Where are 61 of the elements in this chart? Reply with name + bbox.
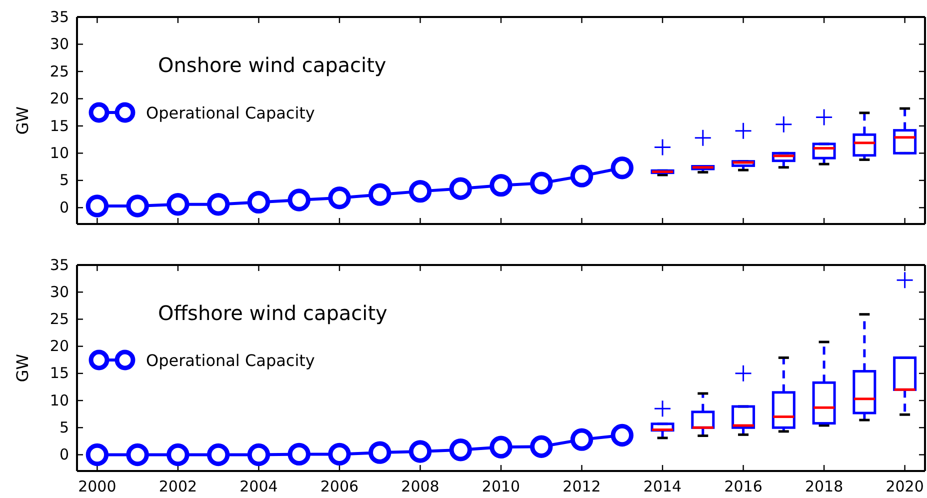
point [610, 424, 634, 447]
point [328, 442, 351, 466]
x-tick-label: 2006 [320, 478, 359, 496]
x-tick-label: 2018 [804, 478, 844, 496]
point [449, 177, 472, 200]
x-tick-label: 2020 [886, 478, 924, 496]
y-tick-label: 0 [59, 446, 69, 464]
point [328, 186, 351, 210]
point [530, 435, 553, 458]
point [206, 443, 230, 466]
x-tick-label: 2008 [401, 478, 440, 496]
point [570, 428, 594, 451]
point [206, 193, 230, 216]
point [126, 443, 149, 466]
y-axis-title: GW [13, 354, 32, 382]
point [570, 164, 594, 188]
y-tick-label: 20 [50, 90, 69, 108]
y-tick-label: 30 [50, 35, 69, 54]
text: Onshore wind capacity [158, 53, 386, 77]
point [368, 183, 392, 206]
y-tick-label: 5 [59, 171, 69, 190]
point [368, 441, 392, 464]
point [610, 156, 634, 180]
x-tick-label: 2010 [482, 478, 520, 496]
y-tick-label: 10 [50, 144, 69, 162]
point [408, 440, 432, 463]
y-axis-title: GW [13, 106, 32, 135]
y-tick-label: 35 [50, 256, 69, 274]
y-tick-label: 15 [50, 116, 69, 135]
point [86, 194, 109, 218]
legend-label: Operational Capacity [146, 104, 315, 122]
y-tick-label: 30 [50, 282, 69, 301]
y-tick-label: 35 [50, 8, 69, 26]
y-tick-label: 20 [50, 337, 69, 356]
point [166, 193, 190, 216]
y-tick-label: 10 [50, 391, 69, 410]
point [166, 443, 190, 466]
y-tick-label: 0 [59, 198, 69, 216]
y-tick-label: 5 [59, 418, 69, 436]
x-tick-label: 2000 [78, 478, 116, 496]
x-tick-label: 2012 [562, 478, 601, 496]
point [449, 438, 472, 462]
point [86, 443, 109, 466]
point [490, 174, 512, 197]
text: Offshore wind capacity [158, 301, 388, 325]
point [490, 436, 512, 458]
y-tick-label: 25 [50, 310, 69, 328]
legend-label: Operational Capacity [146, 351, 315, 370]
x-tick-label: 2002 [158, 478, 198, 496]
y-tick-label: 25 [50, 62, 69, 80]
point [126, 194, 149, 218]
point [288, 188, 310, 212]
y-tick-label: 15 [50, 364, 69, 382]
point [530, 172, 553, 194]
point [247, 443, 270, 466]
x-tick-label: 2004 [240, 478, 278, 496]
point [288, 442, 310, 466]
point [247, 190, 270, 214]
x-tick-label: 2014 [643, 478, 682, 496]
point [408, 180, 432, 203]
x-tick-label: 2016 [724, 478, 762, 496]
